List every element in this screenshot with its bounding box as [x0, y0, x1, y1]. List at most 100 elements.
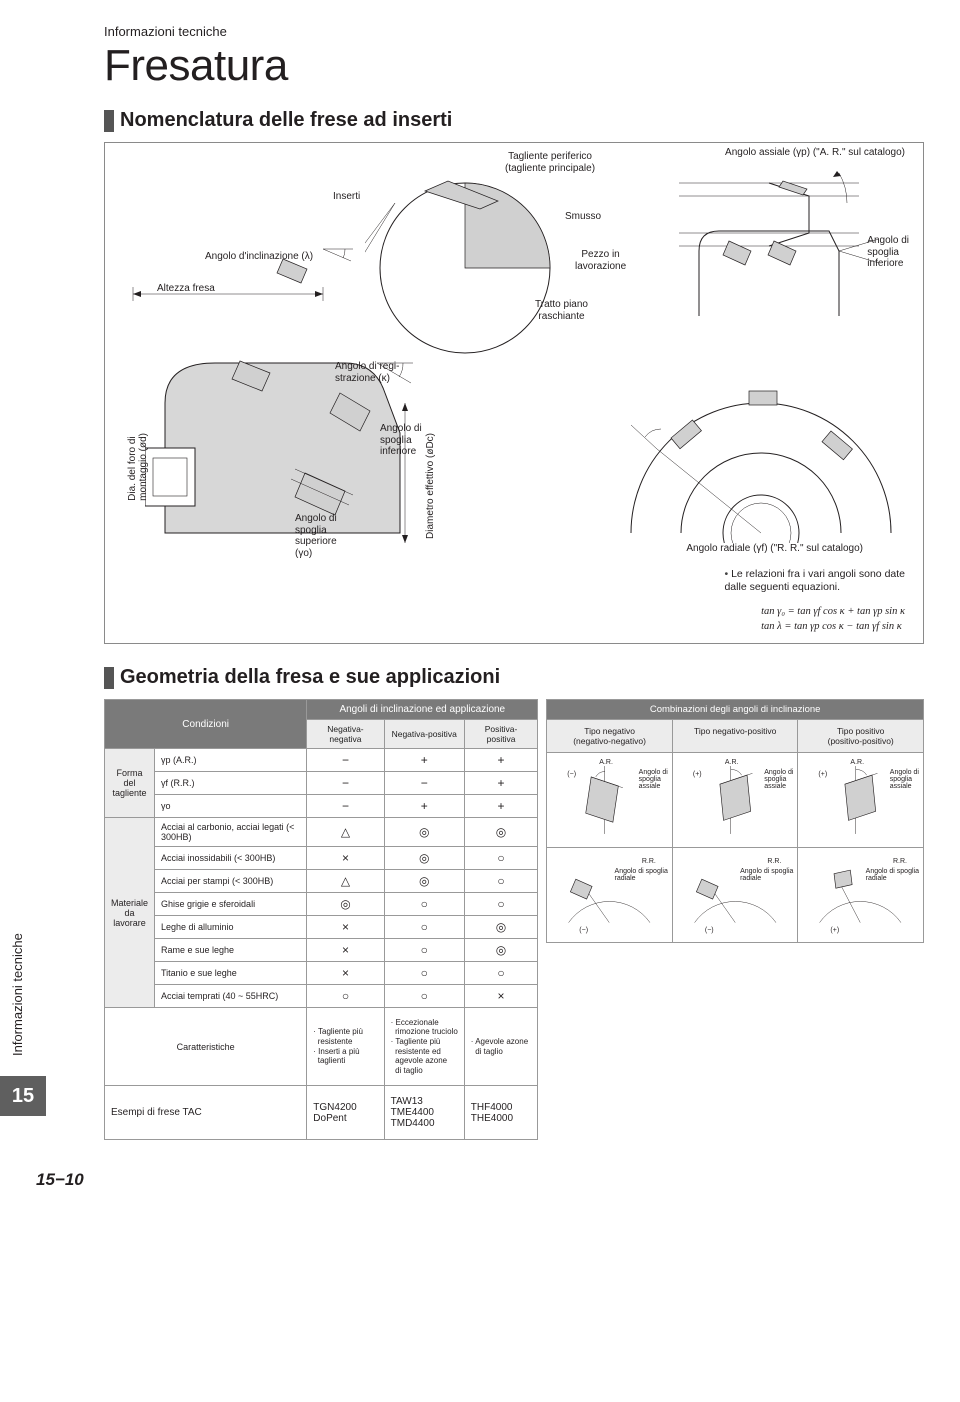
cell: +: [464, 772, 538, 795]
caratt: Caratteristiche: [105, 1008, 307, 1086]
cutter-top-svg: [621, 353, 901, 543]
cell: ○: [307, 985, 384, 1008]
eq2: tan λ = tan γp cos κ − tan γf sin κ: [761, 619, 905, 635]
cell: +: [384, 749, 464, 772]
nomenclature-diagram: Angolo assiale (γp) ("A. R." sul catalog…: [105, 143, 923, 643]
combo-t3: Tipo positivo (positivo-positivo): [797, 719, 923, 752]
e2: TAW13 TME4400 TMD4400: [384, 1086, 464, 1140]
cutter-body-svg: [145, 353, 435, 568]
ar-lbl: A.R.: [725, 759, 739, 766]
sp-ass-lbl: Angolo di spoglia assiale: [764, 769, 793, 790]
rr-lbl: R.R.: [642, 858, 656, 865]
head-view-svg: [365, 173, 565, 363]
combo-t1: Tipo negativo (negativo-negativo): [547, 719, 672, 752]
lbl-incl: Angolo d'inclinazione (λ): [205, 251, 313, 263]
lbl-radiale: Angolo radiale (γf) ("R. R." sul catalog…: [686, 543, 863, 555]
section-title-1: Nomenclatura delle frese ad inserti: [120, 109, 452, 132]
lbl-sp-inf: Angolo di spoglia inferiore: [380, 423, 422, 458]
angle-combo-panel: Combinazioni degli angoli di inclinazion…: [546, 699, 924, 943]
r-go: γo: [155, 795, 307, 818]
r-gp: γp (A.R.): [155, 749, 307, 772]
rr-lbl: R.R.: [767, 858, 781, 865]
th-pp: Positiva-positiva: [464, 720, 538, 749]
sp-rad-lbl: Angolo di spoglia radiale: [866, 868, 919, 882]
geometry-table: Condizioni Angoli di inclinazione ed app…: [104, 699, 538, 1140]
e3: THF4000 THE4000: [464, 1086, 538, 1140]
cell: −: [307, 749, 384, 772]
lbl-dia-foro: Dia. del foro di montaggio (ød): [127, 433, 149, 501]
lbl-reg: Angolo di regi- strazione (κ): [335, 361, 399, 384]
lbl-tag-perif: Tagliente periferico (tagliente principa…: [505, 151, 595, 174]
sp-rad-lbl: Angolo di spoglia radiale: [740, 868, 793, 882]
cell: ○: [464, 847, 538, 870]
cell: −: [307, 795, 384, 818]
cell: △: [307, 870, 384, 893]
cell: ○: [464, 962, 538, 985]
cell: +: [464, 749, 538, 772]
geometry-grid: Condizioni Angoli di inclinazione ed app…: [104, 699, 924, 1140]
cell: ○: [384, 893, 464, 916]
cell: ○: [384, 985, 464, 1008]
m6: Rame e sue leghe: [155, 939, 307, 962]
cell: ◎: [384, 818, 464, 847]
rr-pos: R.R. Angolo di spoglia radiale (+): [797, 847, 923, 942]
lbl-smusso: Smusso: [565, 211, 601, 223]
plus-lbl: (+): [830, 927, 839, 934]
m2: Acciai inossidabili (< 300HB): [155, 847, 307, 870]
th-cond: Condizioni: [105, 700, 307, 749]
cell: ◎: [464, 939, 538, 962]
cell: ×: [307, 916, 384, 939]
m4: Ghise grigie e sferoidali: [155, 893, 307, 916]
cell: ×: [307, 962, 384, 985]
cell: ×: [307, 847, 384, 870]
side-label: Informazioni tecniche: [10, 920, 25, 1070]
ar-lbl: A.R.: [850, 759, 864, 766]
ar-neg: A.R. (−) Angolo di spoglia assiale: [547, 752, 672, 847]
cell: ○: [464, 893, 538, 916]
plus-lbl: (+): [818, 771, 827, 778]
r-gf: γf (R.R.): [155, 772, 307, 795]
minus-lbl: (−): [579, 927, 588, 934]
section-head-1: Nomenclatura delle frese ad inserti: [104, 109, 924, 132]
ar-pos: A.R. (+) Angolo di spoglia assiale: [797, 752, 923, 847]
m7: Titanio e sue leghe: [155, 962, 307, 985]
esempi: Esempi di frese TAC: [105, 1086, 307, 1140]
rr-lbl: R.R.: [893, 858, 907, 865]
lbl-pezzo: Pezzo in lavorazione: [575, 249, 626, 272]
cell: ◎: [384, 870, 464, 893]
lbl-dia-eff: Diametro effettivo (øDc): [425, 433, 436, 539]
cell: ○: [384, 939, 464, 962]
rr-np-neg: R.R. Angolo di spoglia radiale (−): [672, 847, 798, 942]
eq1: tan γ₀ = tan γf cos κ + tan γp sin κ: [761, 604, 905, 620]
m3: Acciai per stampi (< 300HB): [155, 870, 307, 893]
c3: · Agevole azone di taglio: [464, 1008, 538, 1086]
main-title: Fresatura: [104, 41, 924, 91]
side-tab: Informazioni tecniche 15: [0, 920, 46, 1116]
cell: ◎: [307, 893, 384, 916]
section-bar: [104, 110, 114, 132]
lbl-sp-inf-r: Angolo di spoglia inferiore: [867, 235, 909, 270]
combo-t2: Tipo negativo-positivo: [672, 719, 798, 752]
m1: Acciai al carbonio, acciai legati (< 300…: [155, 818, 307, 847]
plus-lbl: (+): [693, 771, 702, 778]
relation-note: Le relazioni fra i vari angoli sono date…: [724, 568, 905, 595]
section-title-2: Geometria della fresa e sue applicazioni: [120, 666, 500, 689]
th-ang: Angoli di inclinazione ed applicazione: [307, 700, 538, 720]
m5: Leghe di alluminio: [155, 916, 307, 939]
cell: +: [464, 795, 538, 818]
equations: tan γ₀ = tan γf cos κ + tan γp sin κ tan…: [761, 604, 905, 636]
cell: ×: [307, 939, 384, 962]
lbl-sp-sup: Angolo di spoglia superiore (γo): [295, 513, 337, 559]
e1: TGN4200 DoPent: [307, 1086, 384, 1140]
cell: ◎: [464, 818, 538, 847]
cell: ○: [464, 870, 538, 893]
g-mat: Materiale da lavorare: [105, 818, 155, 1008]
page-footer: 15−10: [36, 1170, 924, 1190]
side-num: 15: [0, 1076, 46, 1116]
cell: −: [307, 772, 384, 795]
cell: ◎: [384, 847, 464, 870]
cell: ○: [384, 916, 464, 939]
lbl-tratto: Tratto piano raschiante: [535, 299, 588, 322]
minus-lbl: (−): [567, 771, 576, 778]
lbl-axial: Angolo assiale (γp) ("A. R." sul catalog…: [725, 147, 905, 159]
